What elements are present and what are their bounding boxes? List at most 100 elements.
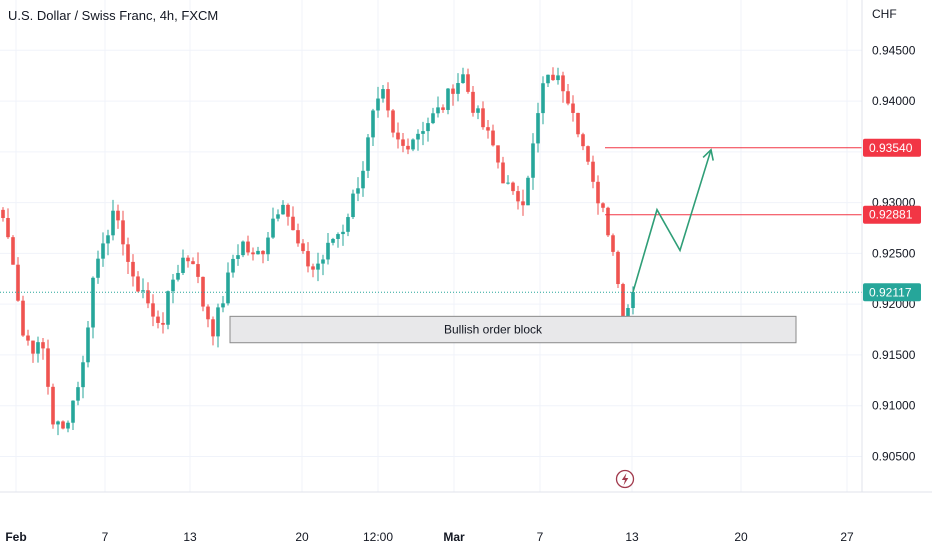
- candle-body: [471, 91, 475, 113]
- price-axis[interactable]: 0.905000.910000.915000.920000.925000.930…: [861, 0, 921, 492]
- candle-body: [291, 216, 295, 231]
- candle-body: [411, 139, 415, 150]
- candle-body: [166, 291, 170, 325]
- candle-body: [26, 335, 30, 341]
- candle-body: [451, 88, 455, 94]
- x-tick-label: Mar: [443, 530, 465, 544]
- candle-body: [206, 306, 210, 320]
- candle-body: [286, 204, 290, 217]
- candle-body: [91, 277, 95, 328]
- candle-body: [86, 327, 90, 363]
- candle-body: [581, 134, 585, 147]
- candle-body: [341, 231, 345, 235]
- candle-body: [56, 421, 60, 425]
- candle-body: [261, 250, 265, 255]
- candle-body: [586, 146, 590, 162]
- candle-body: [66, 422, 70, 429]
- candle-body: [141, 290, 145, 292]
- candle-body: [346, 217, 350, 232]
- candle-body: [181, 257, 185, 273]
- x-tick-label: 27: [840, 530, 854, 544]
- candle-body: [226, 272, 230, 304]
- candle-body: [106, 235, 110, 244]
- candle-body: [436, 107, 440, 114]
- candle-body: [266, 237, 270, 255]
- candle-body: [146, 290, 150, 304]
- x-tick-label: 7: [102, 530, 109, 544]
- candle-body: [116, 210, 120, 221]
- candle-body: [46, 348, 50, 387]
- candle-body: [391, 110, 395, 133]
- candle-body: [251, 252, 255, 255]
- projection-arrow-head: [702, 148, 714, 161]
- candle-body: [496, 145, 500, 163]
- candle-body: [376, 98, 380, 111]
- candle-body: [61, 421, 65, 429]
- x-tick-label: Feb: [5, 530, 26, 544]
- y-tick-label: 0.90500: [872, 449, 916, 463]
- candle-body: [336, 234, 340, 239]
- x-tick-label: 13: [625, 530, 639, 544]
- candle-body: [96, 258, 100, 278]
- candle-body: [316, 263, 320, 270]
- price-level-tag-label: 0.92881: [869, 208, 913, 222]
- candle-body: [101, 243, 105, 259]
- candle-body: [426, 123, 430, 132]
- candles: [1, 67, 635, 436]
- current-price-tag: [863, 283, 921, 302]
- candle-body: [11, 237, 15, 265]
- candle-body: [196, 264, 200, 277]
- candle-body: [476, 108, 480, 113]
- price-level-tag-label: 0.93540: [869, 141, 913, 155]
- candle-body: [76, 387, 80, 401]
- candle-body: [121, 220, 125, 245]
- candle-body: [6, 218, 10, 238]
- candle-body: [361, 170, 365, 189]
- order-block-label: Bullish order block: [444, 323, 543, 337]
- candle-body: [131, 261, 135, 277]
- time-axis[interactable]: Feb 7 13 20 12:00 Mar 7 13 20 27: [0, 491, 932, 544]
- candle-body: [421, 131, 425, 134]
- candle-body: [571, 103, 575, 113]
- candle-body: [246, 241, 250, 253]
- candle-body: [481, 108, 485, 128]
- y-tick-label: 0.92500: [872, 246, 916, 260]
- projection-path: [632, 149, 712, 293]
- x-tick-label: 20: [295, 530, 309, 544]
- chart-title: U.S. Dollar / Swiss Franc, 4h, FXCM: [8, 8, 219, 23]
- candle-body: [601, 203, 605, 208]
- candle-body: [461, 74, 465, 84]
- candle-body: [371, 110, 375, 138]
- candle-body: [276, 214, 280, 219]
- candle-body: [356, 188, 360, 194]
- x-tick-label: 13: [183, 530, 197, 544]
- candle-body: [566, 91, 570, 104]
- candle-body: [396, 132, 400, 140]
- candle-body: [351, 193, 355, 218]
- candle-body: [486, 127, 490, 131]
- candle-body: [81, 362, 85, 388]
- price-level-tag: [863, 138, 921, 157]
- overlays: Bullish order block: [0, 147, 862, 489]
- candle-body: [511, 182, 515, 192]
- candle-body: [301, 243, 305, 252]
- candle-body: [16, 264, 20, 301]
- candle-body: [171, 279, 175, 292]
- candle-body: [611, 235, 615, 252]
- candle-body: [31, 340, 35, 354]
- candle-body: [466, 74, 470, 92]
- candle-body: [406, 145, 410, 150]
- y-tick-label: 0.94500: [872, 43, 916, 57]
- candle-body: [126, 244, 130, 262]
- candle-body: [161, 322, 165, 325]
- candle-body: [416, 133, 420, 140]
- candle-body: [536, 113, 540, 144]
- candle-body: [456, 83, 460, 94]
- candle-body: [296, 230, 300, 244]
- candle-body: [491, 130, 495, 146]
- currency-label: CHF: [872, 7, 897, 21]
- candle-body: [431, 113, 435, 124]
- candle-body: [271, 218, 275, 238]
- candle-body: [516, 191, 520, 202]
